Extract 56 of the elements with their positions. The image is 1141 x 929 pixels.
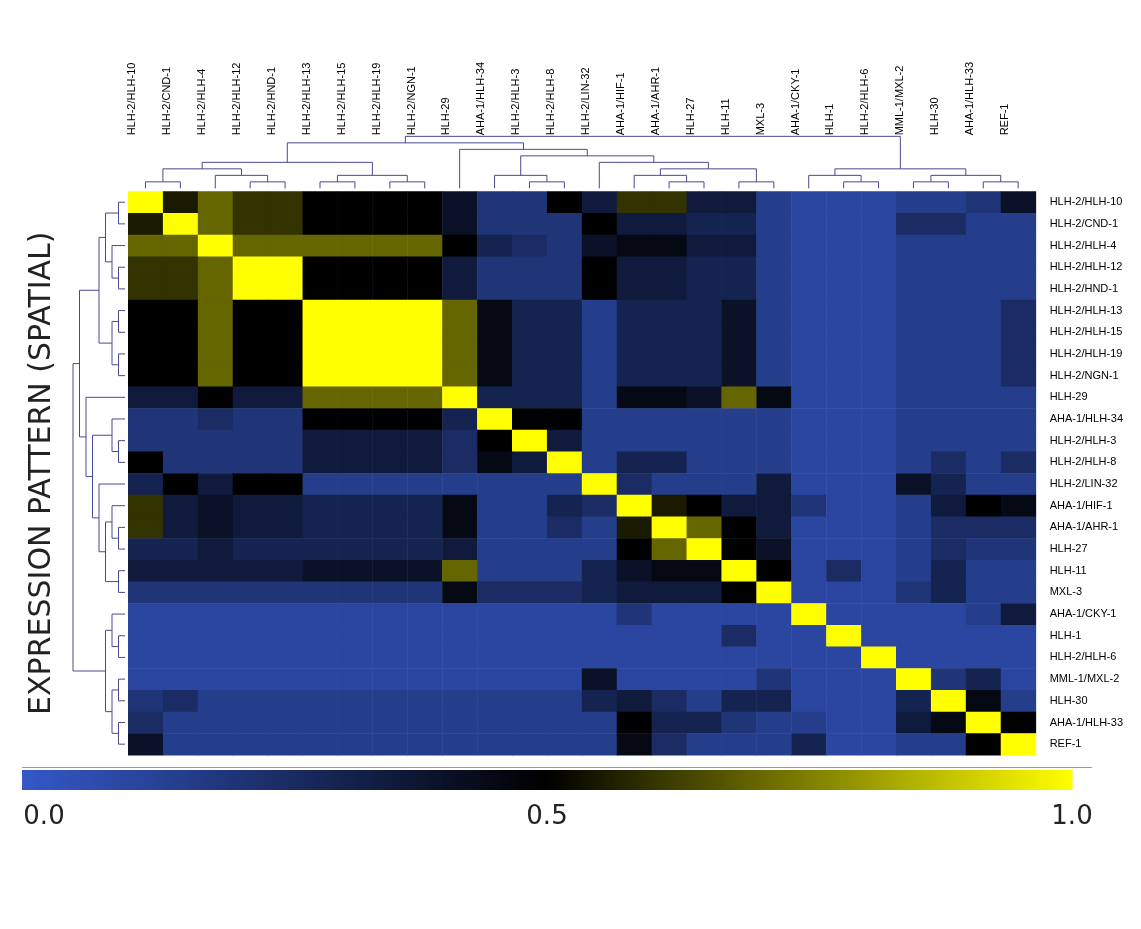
y-tick-label: HLH-11 bbox=[1049, 563, 1087, 576]
y-tick-label: AHA-1/HIF-1 bbox=[1049, 498, 1113, 511]
y-tick-label: HLH-1 bbox=[1049, 628, 1082, 641]
y-tick-label: HLH-2/HLH-8 bbox=[1049, 455, 1117, 468]
y-tick-label: HLH-2/LIN-32 bbox=[1049, 477, 1118, 490]
x-tick-label: HLH-2/NGN-1 bbox=[404, 66, 417, 136]
x-tick-label: AHA-1/CKY-1 bbox=[788, 68, 801, 136]
x-tick-label: REF-1 bbox=[998, 103, 1011, 136]
x-tick-label: HLH-2/HLH-6 bbox=[858, 68, 871, 136]
y-tick-label: HLH-2/HLH-19 bbox=[1049, 346, 1123, 359]
y-tick-label: HLH-2/HND-1 bbox=[1049, 281, 1119, 294]
x-tick-label: HLH-2/HLH-4 bbox=[195, 68, 208, 136]
color-bar-label: 0.5 bbox=[526, 799, 568, 830]
x-tick-label: HLH-2/HND-1 bbox=[264, 66, 277, 136]
y-axis-title: EXPRESSION PATTERN (SPATIAL) bbox=[21, 231, 57, 715]
x-tick-label: MXL-3 bbox=[753, 102, 766, 136]
x-tick-label: AHA-1/HLH-33 bbox=[963, 62, 976, 136]
y-tick-label: MML-1/MXL-2 bbox=[1049, 672, 1120, 685]
color-bar-label: 1.0 bbox=[1051, 799, 1093, 830]
y-tick-label: AHA-1/HLH-33 bbox=[1049, 715, 1123, 728]
x-tick-label: AHA-1/AHR-1 bbox=[648, 66, 661, 136]
x-tick-label: HLH-2/HLH-12 bbox=[230, 62, 243, 136]
x-tick-label: HLH-2/HLH-15 bbox=[334, 62, 347, 136]
y-tick-label: REF-1 bbox=[1049, 737, 1082, 750]
x-tick-label: HLH-2/HLH-3 bbox=[509, 68, 522, 136]
y-tick-label: HLH-2/HLH-13 bbox=[1049, 303, 1123, 316]
y-tick-label: HLH-27 bbox=[1049, 542, 1088, 555]
x-tick-label: HLH-29 bbox=[439, 97, 452, 136]
y-tick-label: HLH-2/CND-1 bbox=[1049, 216, 1119, 229]
color-bar-label: 0.0 bbox=[23, 799, 65, 830]
y-tick-label: HLH-2/HLH-12 bbox=[1049, 260, 1123, 273]
y-tick-label: AHA-1/HLH-34 bbox=[1049, 412, 1123, 425]
x-tick-label: HLH-2/HLH-19 bbox=[369, 62, 382, 136]
y-tick-label: HLH-2/NGN-1 bbox=[1049, 368, 1119, 381]
y-tick-label: HLH-2/HLH-4 bbox=[1049, 238, 1117, 251]
x-tick-label: HLH-27 bbox=[683, 97, 696, 136]
x-tick-label: HLH-11 bbox=[718, 98, 731, 136]
y-tick-label: HLH-2/HLH-3 bbox=[1049, 433, 1117, 446]
y-tick-label: HLH-2/HLH-15 bbox=[1049, 325, 1123, 338]
y-tick-label: HLH-29 bbox=[1049, 390, 1088, 403]
x-tick-label: HLH-2/HLH-10 bbox=[125, 62, 138, 136]
x-tick-label: HLH-2/LIN-32 bbox=[579, 67, 592, 136]
x-tick-label: MML-1/MXL-2 bbox=[893, 65, 906, 136]
y-tick-label: HLH-30 bbox=[1049, 693, 1088, 706]
y-tick-label: AHA-1/AHR-1 bbox=[1049, 520, 1119, 533]
x-tick-label: HLH-30 bbox=[928, 97, 941, 136]
x-tick-label: HLH-2/HLH-13 bbox=[299, 62, 312, 136]
y-tick-label: HLH-2/HLH-6 bbox=[1049, 650, 1117, 663]
x-tick-label: HLH-2/HLH-8 bbox=[544, 68, 557, 136]
x-tick-label: HLH-1 bbox=[823, 103, 836, 136]
x-tick-label: AHA-1/HIF-1 bbox=[614, 72, 627, 136]
y-tick-label: AHA-1/CKY-1 bbox=[1049, 607, 1117, 620]
x-tick-label: AHA-1/HLH-34 bbox=[474, 62, 487, 136]
y-tick-label: HLH-2/HLH-10 bbox=[1049, 195, 1123, 208]
x-tick-label: HLH-2/CND-1 bbox=[160, 66, 173, 136]
y-tick-label: MXL-3 bbox=[1049, 585, 1083, 598]
